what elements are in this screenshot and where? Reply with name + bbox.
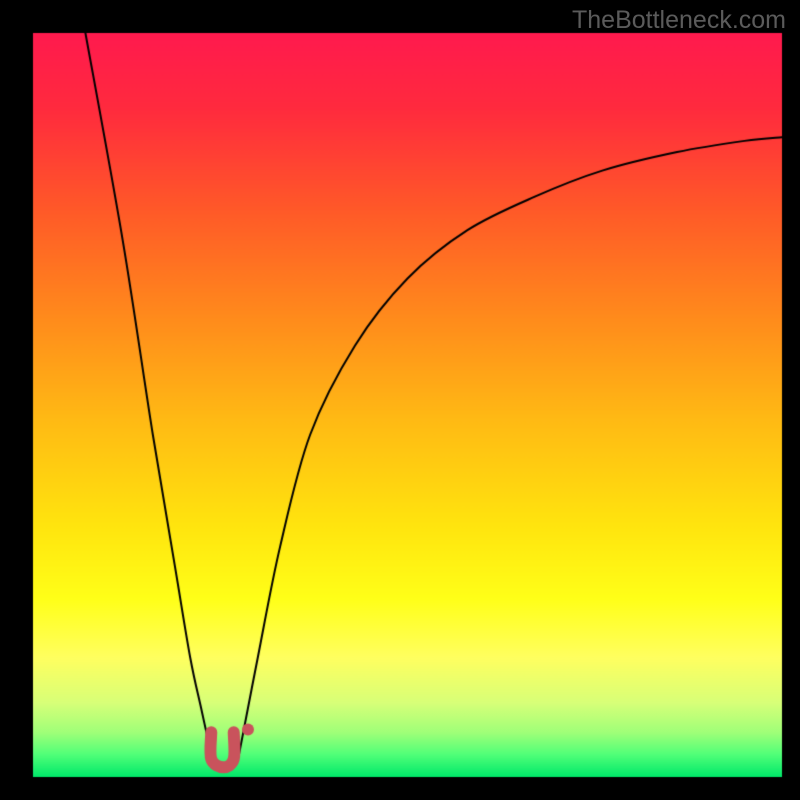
chart-root: TheBottleneck.com (0, 0, 800, 800)
watermark-text: TheBottleneck.com (572, 6, 786, 35)
bottleneck-chart-canvas (0, 0, 800, 800)
